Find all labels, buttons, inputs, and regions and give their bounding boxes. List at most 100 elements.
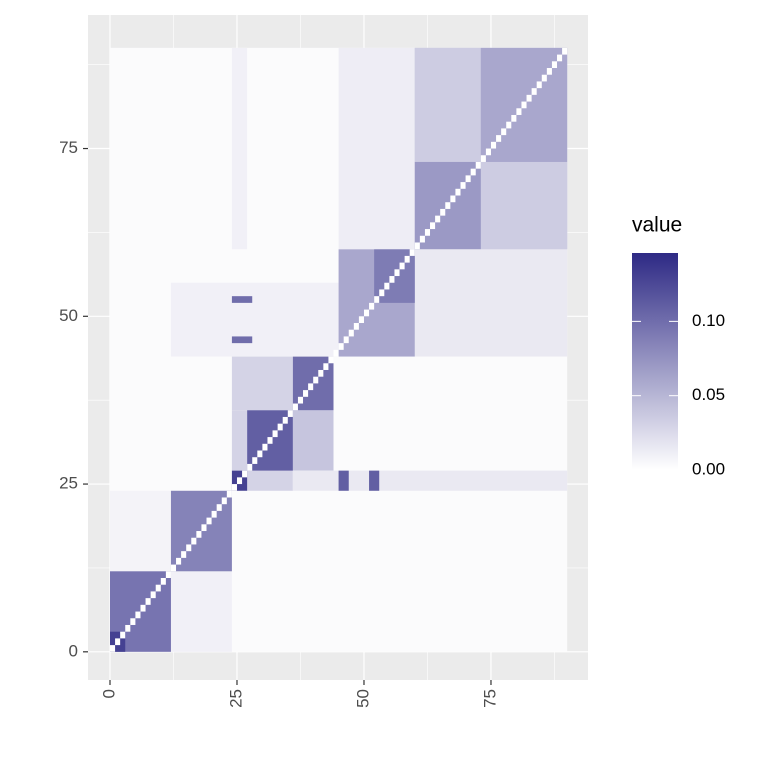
diagonal-tile bbox=[485, 148, 491, 156]
diagonal-tile bbox=[272, 430, 278, 438]
diagonal-tile bbox=[170, 564, 177, 572]
diagonal-tile bbox=[506, 121, 512, 129]
diagonal-tile bbox=[303, 390, 309, 397]
x-tick-label: 50 bbox=[353, 689, 372, 708]
diagonal-tile bbox=[363, 309, 370, 317]
diagonal-tile bbox=[557, 54, 563, 62]
diagonal-tile bbox=[160, 578, 166, 585]
diagonal-tile bbox=[257, 450, 263, 458]
diagonal-tile bbox=[399, 262, 405, 270]
diagonal-tile bbox=[186, 544, 192, 552]
tile bbox=[414, 47, 481, 162]
diagonal-tile bbox=[247, 463, 253, 471]
diagonal-tile bbox=[196, 531, 202, 538]
tile bbox=[231, 296, 253, 303]
diagonal-tile bbox=[236, 477, 243, 485]
diagonal-tile bbox=[455, 188, 461, 196]
diagonal-tile bbox=[384, 282, 390, 290]
tile bbox=[338, 47, 415, 250]
plot-panel bbox=[88, 15, 588, 680]
x-tick-label: 0 bbox=[99, 689, 118, 698]
legend-title: value bbox=[632, 214, 682, 237]
diagonal-tile bbox=[333, 349, 339, 357]
diagonal-tile bbox=[165, 571, 171, 579]
diagonal-tile bbox=[348, 329, 354, 337]
tile bbox=[369, 470, 380, 491]
diagonal-tile bbox=[292, 403, 298, 411]
tile bbox=[231, 336, 253, 344]
diagonal-tile bbox=[450, 195, 456, 203]
diagonal-tile bbox=[394, 269, 400, 277]
diagonal-tile bbox=[221, 497, 227, 505]
diagonal-tile bbox=[150, 591, 156, 599]
diagonal-tile bbox=[135, 611, 141, 619]
diagonal-tile bbox=[338, 343, 344, 350]
diagonal-tile bbox=[374, 296, 380, 303]
diagonal-tile bbox=[419, 235, 425, 243]
diagonal-tile bbox=[541, 74, 547, 82]
diagonal-tile bbox=[282, 416, 288, 424]
diagonal-tile bbox=[140, 604, 146, 612]
diagonal-tile bbox=[501, 128, 507, 136]
diagonal-tile bbox=[424, 229, 431, 236]
diagonal-tile bbox=[516, 108, 522, 115]
diagonal-tile bbox=[343, 336, 349, 344]
legend-label: 0.00 bbox=[692, 459, 725, 478]
diagonal-tile bbox=[155, 584, 161, 592]
diagonal-tile bbox=[125, 624, 131, 632]
diagonal-tile bbox=[404, 255, 410, 263]
diagonal-tile bbox=[511, 114, 517, 122]
diagonal-tile bbox=[389, 276, 395, 283]
diagonal-tile bbox=[176, 557, 182, 565]
y-tick-label: 0 bbox=[69, 641, 78, 660]
tile bbox=[292, 470, 568, 491]
x-tick-label: 75 bbox=[480, 689, 499, 708]
legend-label: 0.10 bbox=[692, 311, 725, 330]
y-tick-label: 75 bbox=[59, 138, 78, 157]
diagonal-tile bbox=[287, 410, 293, 417]
diagonal-tile bbox=[242, 470, 248, 478]
diagonal-tile bbox=[562, 47, 568, 55]
y-tick-label: 50 bbox=[59, 306, 78, 325]
diagonal-tile bbox=[252, 457, 258, 464]
diagonal-tile bbox=[323, 363, 329, 370]
tile bbox=[231, 356, 293, 411]
diagonal-tile bbox=[277, 423, 283, 431]
diagonal-tile bbox=[308, 383, 314, 391]
diagonal-tile bbox=[297, 396, 304, 404]
diagonal-tile bbox=[414, 242, 420, 250]
diagonal-tile bbox=[470, 168, 476, 176]
diagonal-tile bbox=[551, 61, 558, 69]
diagonal-tile bbox=[358, 316, 364, 324]
diagonal-tile bbox=[445, 202, 451, 209]
diagonal-tile bbox=[318, 369, 324, 377]
tile bbox=[292, 410, 334, 471]
diagonal-tile bbox=[262, 443, 268, 451]
diagonal-tile bbox=[465, 175, 471, 183]
tile bbox=[480, 161, 568, 250]
legend-label: 0.05 bbox=[692, 385, 725, 404]
diagonal-tile bbox=[460, 182, 466, 189]
diagonal-tile bbox=[546, 68, 552, 75]
diagonal-tile bbox=[206, 517, 212, 525]
diagonal-tile bbox=[267, 437, 273, 444]
diagonal-tile bbox=[536, 81, 542, 89]
diagonal-tile bbox=[379, 289, 385, 297]
diagonal-tile bbox=[211, 510, 217, 518]
diagonal-tile bbox=[120, 631, 126, 639]
diagonal-tile bbox=[440, 208, 446, 216]
tile bbox=[170, 282, 339, 357]
diagonal-tile bbox=[430, 222, 436, 230]
diagonal-tile bbox=[216, 504, 222, 511]
diagonal-tile bbox=[531, 88, 537, 95]
diagonal-tile bbox=[145, 598, 151, 605]
tile bbox=[231, 47, 248, 250]
diagonal-tile bbox=[526, 94, 532, 102]
diagonal-tile bbox=[328, 356, 334, 364]
y-tick-label: 25 bbox=[59, 474, 78, 493]
diagonal-tile bbox=[130, 618, 136, 625]
legend-colorbar bbox=[632, 253, 678, 470]
diagonal-tile bbox=[521, 101, 527, 109]
diagonal-tile bbox=[313, 376, 319, 384]
